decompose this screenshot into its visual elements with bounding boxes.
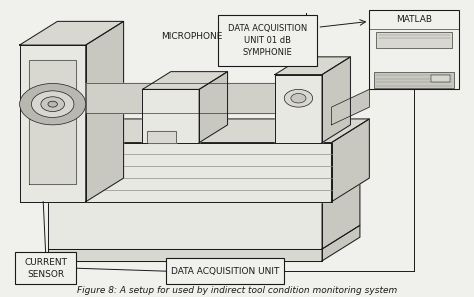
Polygon shape xyxy=(48,249,322,261)
FancyBboxPatch shape xyxy=(15,252,76,285)
FancyBboxPatch shape xyxy=(166,258,284,285)
FancyBboxPatch shape xyxy=(369,10,459,89)
Polygon shape xyxy=(29,60,76,184)
Polygon shape xyxy=(322,225,360,261)
Circle shape xyxy=(31,91,74,117)
Polygon shape xyxy=(67,119,369,143)
Polygon shape xyxy=(48,202,322,249)
Circle shape xyxy=(48,101,57,107)
Text: MICROPHONE: MICROPHONE xyxy=(161,32,223,41)
Polygon shape xyxy=(143,72,228,89)
Polygon shape xyxy=(275,75,322,143)
Polygon shape xyxy=(331,89,369,125)
Text: MATLAB: MATLAB xyxy=(396,15,432,24)
FancyBboxPatch shape xyxy=(218,15,318,66)
FancyBboxPatch shape xyxy=(431,75,450,82)
Polygon shape xyxy=(199,72,228,143)
Circle shape xyxy=(19,83,86,125)
Circle shape xyxy=(291,94,306,103)
Polygon shape xyxy=(275,57,350,75)
Polygon shape xyxy=(322,178,360,249)
Text: CURRENT
SENSOR: CURRENT SENSOR xyxy=(24,258,67,279)
FancyBboxPatch shape xyxy=(374,72,455,88)
Circle shape xyxy=(41,97,64,112)
Text: Figure 8: A setup for used by indirect tool condition monitoring system: Figure 8: A setup for used by indirect t… xyxy=(77,286,397,295)
Polygon shape xyxy=(67,143,331,202)
Polygon shape xyxy=(331,119,369,202)
Polygon shape xyxy=(48,178,360,202)
Polygon shape xyxy=(147,131,175,143)
Polygon shape xyxy=(143,89,199,143)
Circle shape xyxy=(284,89,313,107)
Text: DATA ACQUISITION UNIT: DATA ACQUISITION UNIT xyxy=(171,267,279,276)
Polygon shape xyxy=(86,83,275,113)
FancyBboxPatch shape xyxy=(297,18,314,30)
Polygon shape xyxy=(19,45,86,202)
Polygon shape xyxy=(19,21,124,45)
Polygon shape xyxy=(86,21,124,202)
Polygon shape xyxy=(322,57,350,143)
Text: DATA ACQUISITION
UNIT 01 dB
SYMPHONIE: DATA ACQUISITION UNIT 01 dB SYMPHONIE xyxy=(228,24,307,57)
FancyBboxPatch shape xyxy=(376,32,452,48)
